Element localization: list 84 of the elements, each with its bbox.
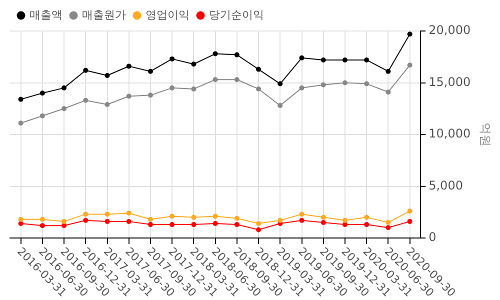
point <box>256 221 262 226</box>
point <box>342 218 348 223</box>
point <box>407 218 412 224</box>
point <box>212 214 218 219</box>
point <box>104 102 110 107</box>
point <box>320 220 326 225</box>
point <box>126 64 132 69</box>
point <box>40 216 45 222</box>
point <box>191 222 196 228</box>
y-tick-label: 15,000 <box>428 74 471 89</box>
point <box>320 214 326 220</box>
y-tick-label: 20,000 <box>428 23 471 38</box>
point <box>234 216 240 221</box>
point <box>83 98 88 103</box>
point <box>278 81 283 86</box>
point <box>18 221 24 226</box>
legend-label: 영업이익 <box>146 8 190 22</box>
point <box>104 218 110 224</box>
point <box>299 55 304 60</box>
point <box>170 85 175 90</box>
point <box>191 62 196 67</box>
point <box>170 56 175 62</box>
point <box>18 96 24 102</box>
point <box>40 223 45 228</box>
point <box>386 68 391 74</box>
point <box>212 51 218 56</box>
point <box>126 210 132 216</box>
point <box>148 68 153 74</box>
point <box>104 73 110 78</box>
point <box>364 214 370 220</box>
point <box>364 81 370 86</box>
point <box>18 120 24 126</box>
point <box>212 77 218 82</box>
point <box>278 218 283 223</box>
point <box>299 218 304 223</box>
point <box>83 218 88 223</box>
point <box>320 82 326 88</box>
point <box>342 222 348 228</box>
point <box>342 57 348 62</box>
point <box>234 77 240 82</box>
point <box>170 214 175 219</box>
point <box>62 218 67 224</box>
point <box>407 32 412 37</box>
point <box>40 90 45 96</box>
point <box>148 222 153 228</box>
point <box>299 85 304 90</box>
point <box>386 225 391 230</box>
legend-label: 당기순이익 <box>209 8 264 22</box>
point <box>320 57 326 62</box>
point <box>170 222 175 228</box>
point <box>83 68 88 73</box>
point <box>62 85 67 90</box>
point <box>256 227 262 232</box>
point <box>364 57 370 62</box>
y-tick-label: 0 <box>428 230 436 244</box>
point <box>18 216 24 222</box>
point <box>234 222 240 228</box>
point <box>386 220 391 225</box>
legend-label: 매출원가 <box>82 8 126 22</box>
point <box>407 208 412 214</box>
point <box>104 212 110 217</box>
point <box>83 212 88 217</box>
point <box>40 113 45 118</box>
point <box>126 218 132 224</box>
point <box>234 52 240 58</box>
point <box>212 221 218 226</box>
legend-label: 매출액 <box>30 8 62 22</box>
point <box>191 86 196 92</box>
y-tick-label: 5,000 <box>428 178 463 192</box>
point <box>126 94 132 99</box>
point <box>342 80 348 86</box>
point <box>386 90 391 95</box>
point <box>407 62 412 68</box>
point <box>256 66 262 72</box>
y-tick-label: 10,000 <box>428 126 471 141</box>
point <box>148 216 153 222</box>
point <box>148 92 153 98</box>
point <box>62 106 67 112</box>
point <box>278 103 283 108</box>
y-axis-title: 억원 <box>478 122 493 146</box>
point <box>299 212 304 217</box>
point <box>364 222 370 228</box>
point <box>256 86 262 92</box>
point <box>191 214 196 220</box>
